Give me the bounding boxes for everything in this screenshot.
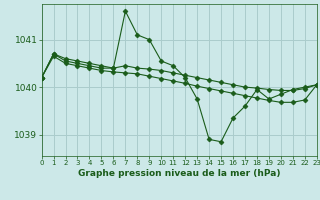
X-axis label: Graphe pression niveau de la mer (hPa): Graphe pression niveau de la mer (hPa) — [78, 169, 280, 178]
